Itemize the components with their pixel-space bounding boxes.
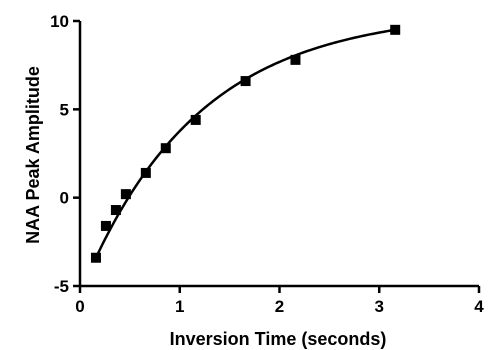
data-point xyxy=(140,167,151,178)
fit-curve xyxy=(94,28,396,259)
x-tick-label: 2 xyxy=(275,297,284,316)
data-point xyxy=(100,220,111,231)
fit-curve-layer xyxy=(94,28,396,259)
data-point xyxy=(110,205,121,216)
data-point xyxy=(120,189,131,200)
x-tick-label: 3 xyxy=(375,297,384,316)
x-axis-title: Inversion Time (seconds) xyxy=(170,329,387,349)
x-tick-label: 0 xyxy=(75,297,84,316)
data-point xyxy=(90,252,101,263)
data-point xyxy=(160,143,171,154)
ticks: 0 1 2 3 4 -5 0 5 10 xyxy=(50,12,484,316)
y-tick-label: 5 xyxy=(60,100,69,119)
y-tick-label: -5 xyxy=(54,277,69,296)
y-axis-title: NAA Peak Amplitude xyxy=(23,66,43,244)
data-point xyxy=(190,114,201,125)
y-tick-label: 0 xyxy=(60,189,69,208)
data-point xyxy=(390,24,401,35)
data-point xyxy=(290,54,301,65)
data-point xyxy=(240,76,251,87)
y-tick-label: 10 xyxy=(50,12,69,31)
x-tick-label: 4 xyxy=(474,297,484,316)
points-layer xyxy=(90,24,401,263)
x-tick-label: 1 xyxy=(175,297,184,316)
